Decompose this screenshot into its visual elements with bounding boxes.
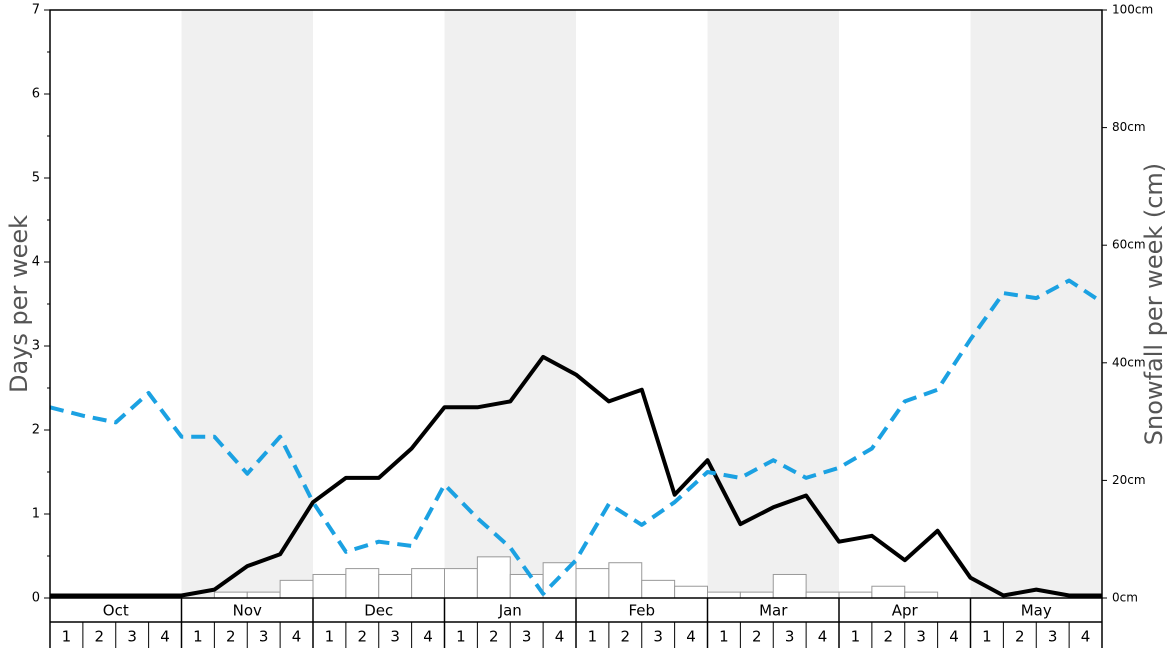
month-label: Oct (103, 602, 129, 620)
shade-jan (444, 10, 576, 598)
snowfall-bar (805, 591, 840, 599)
snowfall-bar (739, 591, 774, 599)
snowfall-bar (213, 591, 248, 599)
right-tick-label: 60cm (1112, 238, 1146, 252)
month-label: Mar (759, 602, 788, 620)
snowfall-bar (411, 568, 445, 599)
week-label: 4 (686, 628, 696, 646)
shade-may (970, 10, 1102, 598)
week-label: 2 (489, 628, 499, 646)
week-label: 1 (456, 628, 466, 646)
week-label: 4 (1081, 628, 1091, 646)
month-shading (181, 10, 1102, 598)
left-tick-label: 7 (32, 3, 40, 18)
snowfall-bar (246, 591, 281, 599)
month-label: Jan (498, 602, 522, 620)
right-axis-label: Snowfall per week (cm) (1140, 163, 1168, 445)
shade-mar (707, 10, 839, 598)
week-label: 4 (949, 628, 959, 646)
x-axis: Oct 1 2 3 4 Nov 1 2 3 4 Dec 1 2 3 4 Jan 1 2 3 4 Feb 1 2 3 4 Mar 1 2… (49, 598, 1103, 648)
week-label: 3 (390, 628, 400, 646)
right-tick-label: 100cm (1112, 3, 1153, 17)
snowfall-bar (674, 585, 708, 599)
week-label: 3 (259, 628, 269, 646)
series-lines (49, 278, 1104, 598)
week-label: 4 (292, 628, 302, 646)
snowfall-bar (871, 585, 906, 599)
dashed-series-line (49, 278, 1104, 596)
week-label: 1 (851, 628, 861, 646)
left-tick-label: 5 (32, 171, 40, 186)
left-tick-label: 4 (32, 255, 40, 270)
snowfall-bar (312, 573, 347, 599)
snowfall-bar (904, 591, 939, 599)
left-axis-label: Days per week (5, 215, 33, 393)
right-tick-label: 40cm (1112, 355, 1146, 369)
week-label: 3 (522, 628, 532, 646)
week-label: 1 (193, 628, 203, 646)
solid-series-line (50, 354, 1102, 598)
week-label: 2 (358, 628, 368, 646)
week-label: 4 (160, 628, 170, 646)
snowfall-bar (608, 562, 643, 599)
month-label: Nov (233, 602, 262, 620)
right-tick-label: 0cm (1112, 591, 1138, 605)
week-label: 2 (621, 628, 631, 646)
week-label: 1 (982, 628, 992, 646)
week-label: 4 (555, 628, 565, 646)
snowfall-bar (279, 579, 314, 599)
left-tick-label: 1 (32, 507, 40, 522)
week-label: 4 (423, 628, 433, 646)
month-label: Apr (892, 602, 919, 620)
left-tick-label: 2 (32, 423, 40, 438)
left-tick-label: 3 (32, 339, 40, 354)
week-label: 2 (226, 628, 236, 646)
week-label: 3 (785, 628, 795, 646)
week-label: 3 (653, 628, 663, 646)
snowfall-bar (772, 573, 807, 599)
snowfall-bar (641, 579, 676, 599)
week-label: 2 (884, 628, 894, 646)
snowfall-bar (707, 591, 741, 599)
month-label: Dec (364, 602, 393, 620)
left-tick-label: 0 (32, 591, 40, 606)
snowfall-bar (444, 568, 478, 599)
week-label: 1 (62, 628, 72, 646)
snowfall-bar (345, 568, 380, 599)
week-label: 2 (1015, 628, 1025, 646)
week-label: 1 (325, 628, 335, 646)
left-axis: 0 1 2 3 4 5 6 7 (32, 3, 50, 606)
snowfall-bar (575, 568, 610, 599)
right-tick-label: 20cm (1112, 473, 1146, 487)
week-label: 4 (818, 628, 828, 646)
left-tick-label: 6 (32, 87, 40, 102)
snowfall-bar (378, 573, 413, 599)
week-label: 2 (752, 628, 762, 646)
shade-nov (181, 10, 313, 598)
week-label: 1 (588, 628, 598, 646)
right-axis: 0cm 20cm 40cm 60cm 80cm 100cm (1102, 3, 1153, 605)
week-label: 3 (916, 628, 926, 646)
snowfall-bar (476, 556, 511, 599)
week-label: 2 (95, 628, 105, 646)
week-label: 3 (1048, 628, 1058, 646)
week-label: 3 (127, 628, 137, 646)
snowfall-bar (838, 591, 873, 599)
month-label: Feb (628, 602, 655, 620)
right-tick-label: 80cm (1112, 120, 1146, 134)
month-label: May (1021, 602, 1052, 620)
week-label: 1 (719, 628, 729, 646)
